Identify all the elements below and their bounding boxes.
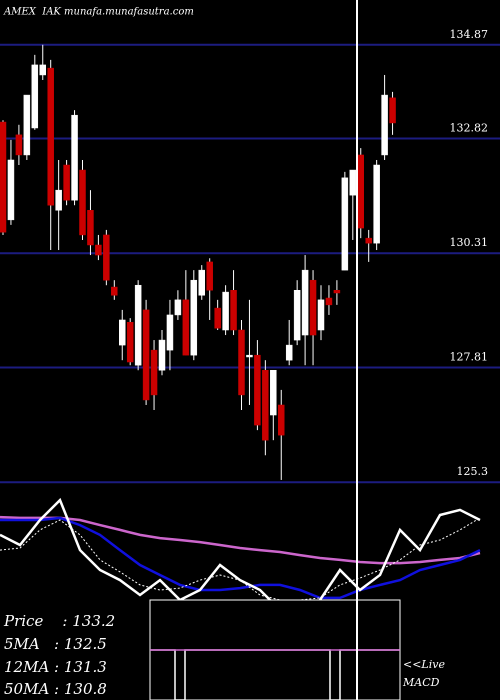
candle-up	[31, 64, 39, 129]
price-info: Price : 133.2	[3, 612, 115, 630]
candle-up	[198, 269, 205, 296]
candle-up	[270, 369, 277, 416]
candle-down	[95, 244, 102, 256]
indicator-panel	[0, 497, 481, 622]
candle-up	[158, 339, 166, 371]
candle-down	[87, 210, 94, 246]
candle-up	[293, 290, 301, 341]
candle-down	[254, 354, 261, 426]
candle-down	[262, 369, 269, 441]
candle-down	[278, 404, 285, 436]
indicator-line	[0, 515, 481, 565]
candle-up	[381, 94, 388, 156]
ma5-info: 5MA : 132.5	[4, 635, 107, 653]
candle-down	[79, 169, 86, 236]
candles	[0, 44, 396, 480]
candle-down	[0, 121, 7, 233]
candle-down	[238, 329, 245, 396]
candle-up	[23, 94, 31, 156]
candle-down	[357, 154, 364, 229]
candle-up	[166, 314, 174, 351]
indicator-line	[0, 497, 481, 622]
candle-down	[389, 97, 396, 124]
candle-up	[246, 354, 253, 358]
candle-up	[317, 299, 325, 331]
candle-down	[206, 261, 213, 291]
candle-up	[373, 164, 380, 244]
candle-up	[285, 344, 293, 361]
candle-down	[230, 290, 237, 331]
y-tick-label: 127.81	[450, 351, 489, 364]
candle-up	[190, 279, 198, 356]
candle-down	[47, 67, 54, 206]
y-tick-label: 132.82	[450, 121, 489, 134]
candle-up	[222, 291, 229, 331]
candle-down	[15, 134, 23, 156]
candle-up	[39, 64, 46, 76]
y-tick-label: 134.87	[450, 28, 489, 41]
candle-down	[325, 297, 333, 306]
chart-title: AMEX IAK munafa.munafasutra.com	[3, 7, 194, 18]
candle-down	[309, 279, 317, 336]
candle-down	[182, 299, 190, 356]
candle-up	[174, 299, 182, 316]
indicator-line	[0, 516, 481, 600]
candle-down	[365, 237, 372, 244]
candle-up	[301, 269, 309, 336]
y-tick-label: 125.3	[457, 465, 489, 478]
candle-down	[333, 290, 341, 294]
ma50-info: 50MA : 130.8	[4, 680, 107, 698]
grid: 134.87 132.82 130.31 127.81 125.3	[0, 28, 500, 484]
candle-up	[134, 284, 142, 366]
y-tick-label: 130.31	[450, 236, 489, 249]
candle-up	[349, 169, 357, 196]
candle-up	[55, 189, 62, 211]
candle-down	[214, 307, 221, 329]
candle-down	[142, 309, 150, 401]
candle-down	[63, 164, 70, 201]
ma12-info: 12MA : 131.3	[4, 658, 107, 676]
candle-up	[341, 177, 349, 271]
live-label: <<Live	[403, 658, 445, 671]
candle-down	[111, 286, 118, 296]
candle-down	[150, 349, 158, 396]
candle-down	[103, 234, 110, 281]
candle-down	[126, 321, 134, 363]
macd-label: MACD	[402, 676, 440, 689]
candle-up	[7, 159, 15, 221]
candle-up	[119, 319, 126, 346]
candle-up	[71, 114, 78, 201]
